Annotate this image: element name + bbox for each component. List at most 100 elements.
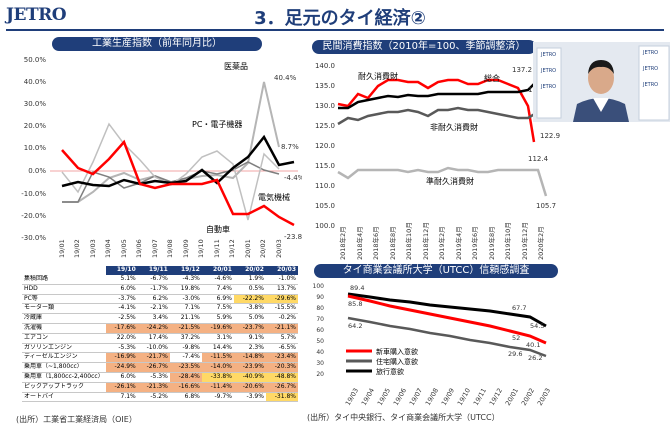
ip-xtick: 19/02 bbox=[73, 239, 81, 258]
utcc-xtick: 19/12 bbox=[488, 387, 504, 407]
table-cell: -14.0% bbox=[201, 362, 234, 373]
table-source: (出所）工業省工業経済局（OIE） bbox=[16, 415, 137, 424]
utcc-xtick: 19/03 bbox=[344, 387, 360, 407]
table-cell: -29.6% bbox=[265, 294, 298, 305]
cpi-series-semi bbox=[337, 166, 548, 197]
table-cell: -9.8% bbox=[169, 343, 202, 354]
utcc-xtick: 20/02 bbox=[520, 387, 536, 407]
table-cell: -5.3% bbox=[105, 343, 138, 354]
table-cell: -16.6% bbox=[169, 382, 202, 393]
table-row: 集積回路 5.1% -6.7% -4.3% -4.6% 1.9% -1.0% bbox=[22, 275, 298, 285]
utcc-legend: 新車購入意欲 住宅購入意欲 旅行意欲 bbox=[346, 347, 418, 376]
table-cell: -20.3% bbox=[265, 362, 298, 373]
cpi-ytick: 120.0 bbox=[315, 142, 335, 150]
table-row-label: PC等 bbox=[22, 294, 106, 305]
cpi-xtick: 2019年8月 bbox=[487, 226, 496, 260]
table-cell: 7.5% bbox=[201, 303, 234, 315]
title-rule bbox=[6, 29, 664, 31]
table-cell: 5.9% bbox=[201, 313, 234, 324]
ip-xtick: 19/01 bbox=[58, 239, 66, 258]
table-cell: -1.7% bbox=[137, 284, 170, 295]
ip-label-auto: 自動車 bbox=[206, 224, 230, 234]
table-row-label: ピックアップトラック bbox=[22, 382, 106, 393]
cpi-value: 122.9 bbox=[540, 132, 560, 140]
ip-ytick: -10.0% bbox=[21, 190, 46, 198]
table-cell: 5.7% bbox=[265, 333, 298, 344]
cpi-chart-header: 民間消費指数（2010年=100、季節調整済） bbox=[312, 40, 536, 54]
cpi-label-semi: 準耐久消費財 bbox=[426, 176, 474, 186]
utcc-series-car bbox=[347, 294, 547, 345]
cpi-label-total: 総合 bbox=[484, 73, 500, 83]
utcc-xtick: 19/10 bbox=[456, 387, 472, 407]
utcc-xtick: 20/01 bbox=[504, 387, 520, 407]
table-cell: -3.0% bbox=[169, 294, 202, 305]
table-cell: 6.9% bbox=[201, 294, 234, 305]
table-cell: 22.0% bbox=[105, 333, 138, 344]
table-cell: -4.6% bbox=[201, 275, 234, 285]
ip-xtick: 19/03 bbox=[89, 239, 97, 258]
speaker-video[interactable]: JETRO JETRO JETRO JETRO JETRO JETRO bbox=[533, 42, 670, 122]
table-header: 20/01 bbox=[201, 266, 234, 275]
cpi-series-nondurable bbox=[337, 106, 544, 126]
table-cell: -21.5% bbox=[169, 323, 202, 334]
cpi-ytick: 100.0 bbox=[315, 222, 335, 230]
cpi-xtick: 2019年2月 bbox=[437, 226, 446, 260]
utcc-value: 52 bbox=[512, 334, 520, 342]
utcc-value: 85.8 bbox=[348, 300, 362, 308]
table-cell: 0.5% bbox=[233, 284, 266, 295]
table-cell: -5.3% bbox=[137, 372, 170, 383]
table-cell: -3.9% bbox=[233, 392, 266, 403]
cpi-value: 112.4 bbox=[528, 155, 549, 163]
table-cell: -19.6% bbox=[201, 323, 234, 334]
ip-ytick: 30.0% bbox=[24, 100, 47, 108]
table-cell: -22.2% bbox=[233, 294, 266, 305]
table-row: ガソリンエンジン -5.3% -10.0% -9.8% 14.4% 2.3% -6.5% bbox=[22, 343, 298, 354]
table-row-label: HDD bbox=[22, 284, 106, 295]
table-cell: -6.7% bbox=[137, 275, 170, 285]
table-cell: 1.9% bbox=[233, 275, 266, 285]
table-cell: 7.1% bbox=[169, 303, 202, 315]
table-cell: -17.6% bbox=[105, 323, 138, 334]
ip-label-pc: PC・電子機器 bbox=[192, 119, 242, 129]
cpi-value: 105.7 bbox=[536, 202, 556, 210]
cpi-xtick: 2019年4月 bbox=[454, 226, 463, 260]
utcc-xtick: 19/07 bbox=[408, 387, 424, 407]
utcc-chart-header: タイ商業会議所大学（UTCC）信頼感調査 bbox=[314, 264, 558, 278]
table-cell: -14.8% bbox=[233, 352, 266, 364]
table-cell: -23.4% bbox=[265, 352, 298, 364]
ip-xtick: 20/03 bbox=[275, 239, 283, 258]
table-cell: -11.5% bbox=[201, 352, 234, 364]
ip-value-elec: -4.4% bbox=[284, 174, 302, 182]
jetro-logo: JETRO bbox=[6, 5, 67, 25]
table-cell: -26.1% bbox=[105, 382, 138, 393]
table-row-label: 集積回路 bbox=[22, 275, 106, 285]
utcc-series-travel bbox=[347, 292, 547, 328]
utcc-ytick: 50 bbox=[316, 338, 324, 345]
table-row-label: ガソリンエンジン bbox=[22, 343, 106, 354]
ip-xtick: 19/05 bbox=[120, 239, 128, 258]
cpi-ytick: 110.0 bbox=[315, 182, 335, 190]
ip-chart: 50.0% 40.0% 30.0% 20.0% 10.0% 0.0% -10.0… bbox=[21, 56, 302, 258]
table-header: 20/03 bbox=[265, 266, 298, 275]
ip-xtick: 19/09 bbox=[182, 239, 190, 258]
utcc-xtick: 19/11 bbox=[472, 387, 488, 407]
table-cell: 3.1% bbox=[201, 333, 234, 344]
table-row: エアコン 22.0% 17.4% 37.2% 3.1% 9.1% 5.7% bbox=[22, 333, 298, 344]
speaker-video-frame: JETRO JETRO JETRO JETRO JETRO JETRO bbox=[533, 42, 670, 122]
ip-value-pc: 8.7% bbox=[281, 143, 299, 151]
table-cell: -16.9% bbox=[105, 352, 138, 364]
table-cell: -24.9% bbox=[105, 362, 138, 373]
ip-label-pharma: 医薬品 bbox=[224, 61, 248, 71]
table-row: ディーゼルエンジン -16.9% -21.7% -7.4% -11.5% -14.8% -2… bbox=[22, 352, 298, 364]
table-cell: -28.4% bbox=[169, 372, 202, 383]
table-cell: -21.1% bbox=[265, 323, 298, 334]
cpi-ytick: 130.0 bbox=[315, 102, 335, 110]
ip-ytick: 40.0% bbox=[24, 78, 47, 86]
ip-xtick: 20/01 bbox=[244, 239, 252, 258]
table-cell: -10.0% bbox=[137, 343, 170, 354]
ip-ytick: 10.0% bbox=[24, 144, 47, 152]
table-cell: -33.8% bbox=[201, 372, 234, 383]
table-row-label: 乗用車（1,800cc-2,400cc） bbox=[22, 372, 106, 383]
ip-label-elec: 電気機械 bbox=[258, 192, 290, 202]
